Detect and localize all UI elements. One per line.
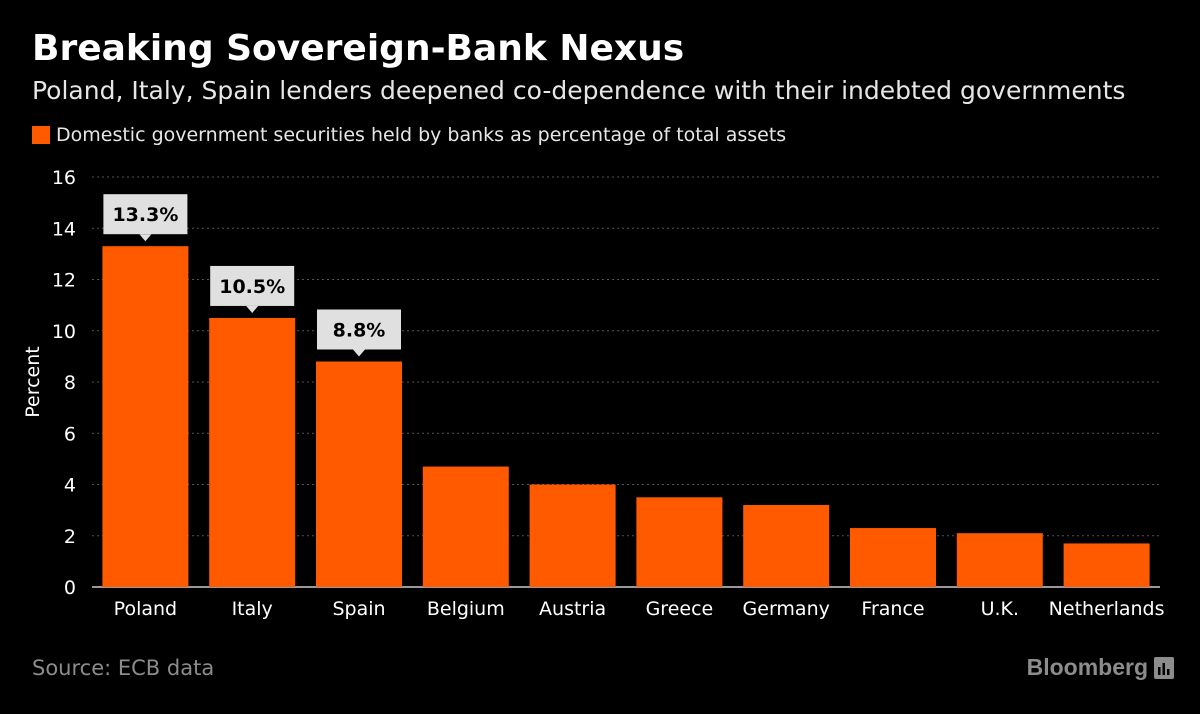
data-label-box (103, 194, 188, 235)
brand-logo: Bloomberg (1027, 654, 1174, 681)
bar-uk (956, 533, 1043, 587)
bar-austria (529, 484, 616, 587)
legend: Domestic government securities held by b… (32, 124, 786, 146)
y-tick-label: 14 (52, 218, 76, 240)
y-tick-label: 8 (64, 372, 76, 394)
y-tick-label: 6 (64, 423, 76, 445)
bloomberg-chart-icon (1154, 656, 1174, 679)
x-tick-label: Germany (743, 598, 830, 620)
y-tick-label: 10 (52, 321, 76, 343)
bar-belgium (422, 466, 509, 587)
data-label-pointer (139, 234, 152, 242)
x-tick-label: Poland (114, 598, 177, 620)
x-tick-label: Austria (539, 598, 606, 620)
x-tick-label: U.K. (981, 598, 1019, 620)
data-label: 10.5% (219, 276, 285, 298)
y-tick-label: 2 (64, 526, 76, 548)
bar-germany (743, 505, 830, 587)
bar-poland (102, 246, 189, 587)
brand-name: Bloomberg (1026, 654, 1148, 680)
data-label: 8.8% (333, 320, 386, 342)
bar-netherlands (1063, 543, 1150, 587)
bar-spain (316, 361, 402, 587)
legend-label: Domestic government securities held by b… (56, 124, 787, 146)
y-tick-label: 16 (52, 167, 76, 189)
data-label: 13.3% (112, 204, 178, 226)
chart-subtitle: Poland, Italy, Spain lenders deepened co… (32, 76, 1126, 105)
x-tick-label: Spain (332, 598, 385, 620)
x-tick-label: France (861, 598, 924, 620)
x-tick-label: Italy (232, 598, 273, 620)
data-label-pointer (353, 349, 365, 357)
data-label-pointer (246, 305, 259, 313)
bar-italy (209, 317, 296, 587)
x-tick-label: Greece (646, 598, 714, 620)
x-tick-label: Netherlands (1049, 598, 1165, 620)
y-tick-label: 0 (64, 577, 76, 599)
y-axis-label: Percent (22, 346, 44, 418)
y-tick-label: 4 (64, 475, 76, 497)
chart-title: Breaking Sovereign-Bank Nexus (32, 28, 685, 69)
legend-swatch (32, 126, 50, 144)
bar-greece (636, 497, 723, 587)
bar-france (850, 528, 936, 587)
data-label-box (210, 265, 295, 306)
data-label-box (317, 309, 401, 350)
source-note: Source: ECB data (32, 656, 215, 680)
x-tick-label: Belgium (427, 598, 505, 620)
y-tick-label: 12 (52, 270, 76, 292)
